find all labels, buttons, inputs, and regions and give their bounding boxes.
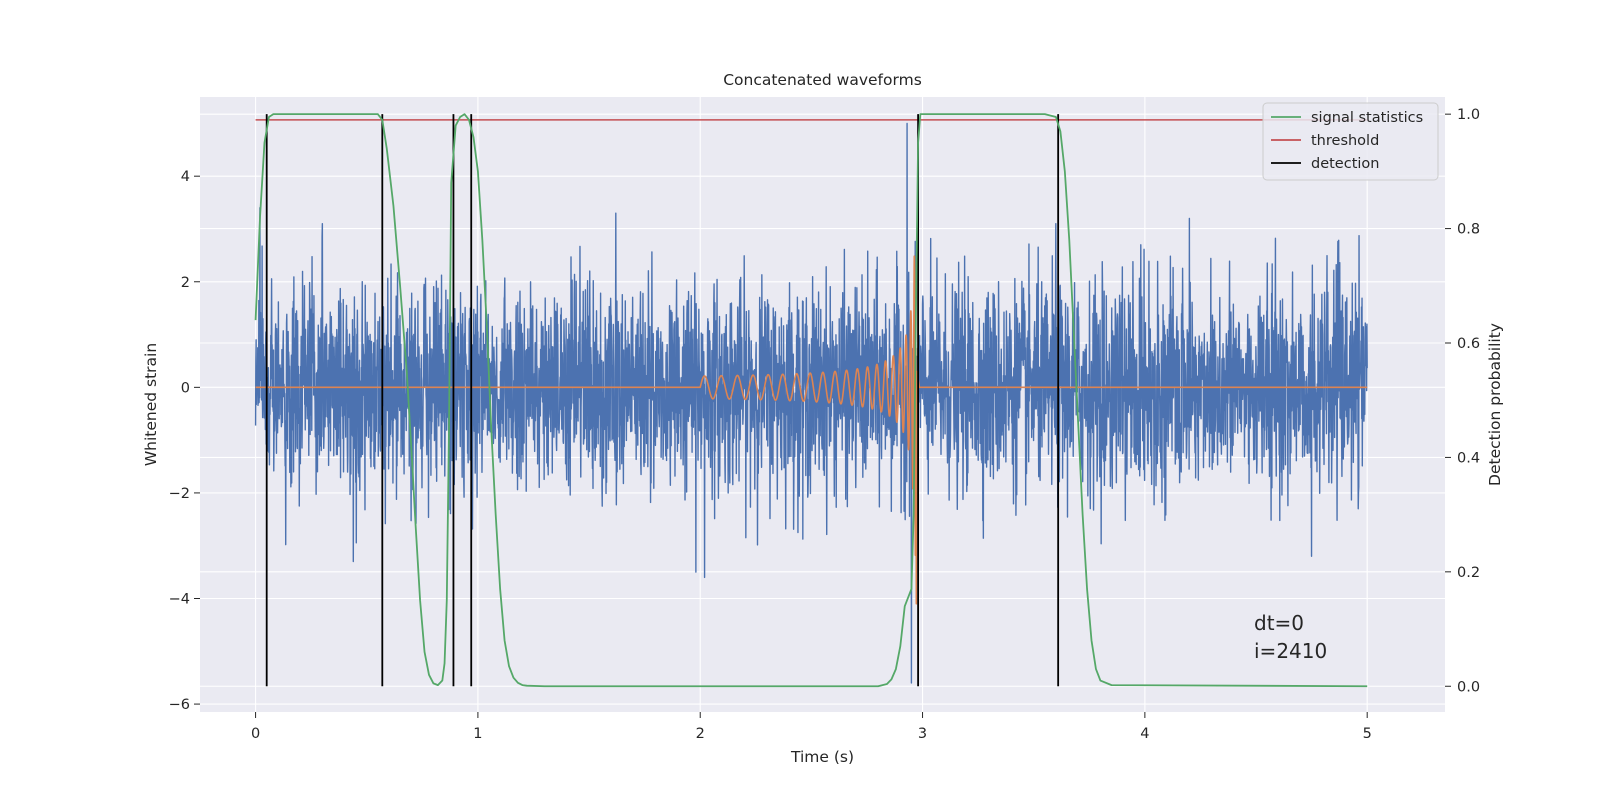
y-tick-label-left: 2 — [181, 275, 190, 291]
annotation-box: dt=0 i=2410 — [1254, 611, 1327, 663]
x-tick-label: 1 — [473, 726, 482, 742]
legend-frame — [1262, 102, 1439, 181]
signal-statistics-series — [254, 113, 1368, 688]
annotation-dt: dt=0 — [1254, 611, 1304, 635]
chirp-waveform-series — [255, 255, 1368, 605]
x-tick-label: 2 — [696, 726, 705, 742]
x-tick-label: 3 — [918, 726, 927, 742]
y-tick-label-right: 0.6 — [1457, 336, 1480, 352]
legend: signal statistics threshold detection — [1262, 102, 1439, 181]
y-tick-label-left: 0 — [181, 380, 190, 396]
legend-label: signal statistics — [1311, 110, 1423, 126]
axes: 0 1 2 3 4 5 −6 −4 −2 0 2 4 0.0 0.2 0.4 0.6 0.8 1.0 — [169, 107, 1480, 742]
strain-noise-series — [254, 122, 1368, 684]
y-tick-label-left: 4 — [181, 169, 190, 185]
series-layer — [254, 113, 1368, 688]
chart-title: Concatenated waveforms — [723, 71, 922, 89]
y-tick-label-right: 0.4 — [1457, 450, 1480, 466]
x-tick-label: 4 — [1140, 726, 1149, 742]
y-tick-label-right: 0.2 — [1457, 565, 1480, 581]
y-tick-label-right: 0.0 — [1457, 679, 1480, 695]
x-tick-label: 5 — [1363, 726, 1372, 742]
x-axis-title: Time (s) — [790, 748, 854, 766]
y-tick-label-right: 0.8 — [1457, 222, 1480, 238]
y-tick-label-left: −4 — [169, 592, 190, 608]
y-axis-title-right: Detection probability — [1486, 323, 1504, 486]
annotation-index: i=2410 — [1254, 639, 1327, 663]
y-axis-title-left: Whitened strain — [142, 343, 160, 466]
y-tick-label-left: −6 — [169, 697, 190, 713]
legend-label: threshold — [1311, 133, 1379, 149]
y-tick-label-right: 1.0 — [1457, 107, 1480, 123]
legend-label: detection — [1311, 156, 1379, 172]
y-tick-label-left: −2 — [169, 486, 190, 502]
x-tick-label: 0 — [251, 726, 260, 742]
